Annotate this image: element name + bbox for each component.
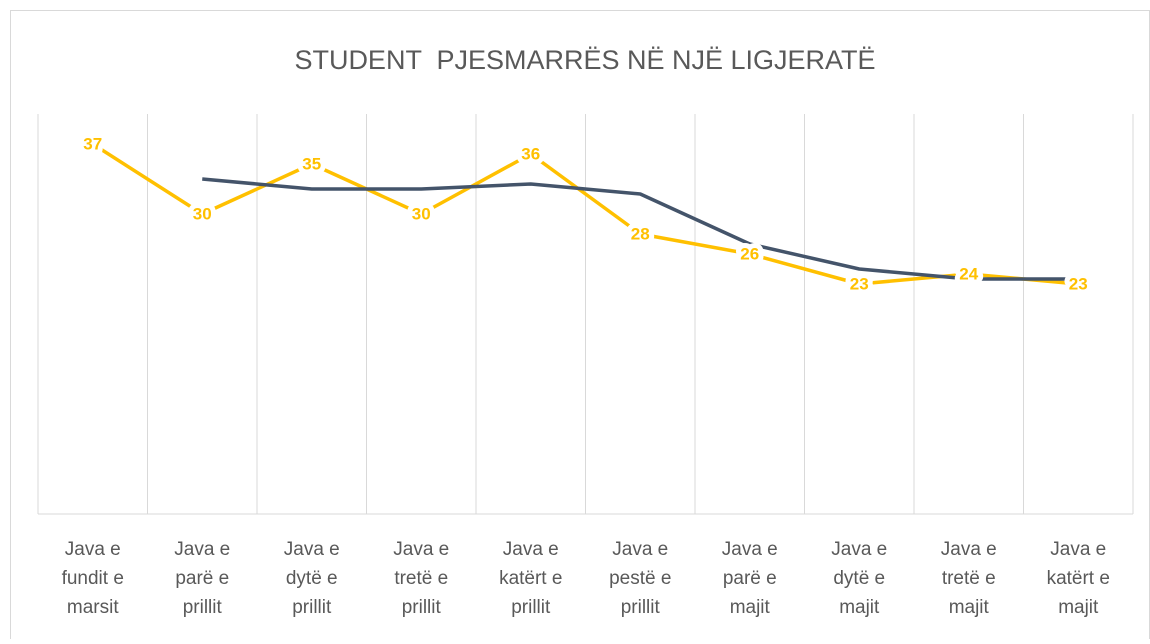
data-label: 26 (740, 244, 759, 263)
line-series (202, 177, 1079, 281)
x-tick-label: Java e katërt e prillit (499, 539, 562, 618)
x-tick-label: Java e tretë e majit (941, 539, 997, 618)
chart-frame (10, 10, 1150, 644)
x-tick-label: Java e dytë e majit (831, 539, 887, 618)
data-label: 23 (1069, 274, 1088, 293)
data-label: 23 (850, 274, 869, 293)
x-tick-label: Java e fundit e marsit (62, 539, 124, 618)
x-tick-label: Java e parë e prillit (174, 539, 230, 618)
data-label: 30 (412, 204, 431, 223)
x-tick-label: Java e pestë e prillit (609, 539, 671, 618)
data-label: 37 (83, 134, 102, 153)
x-tick-label: Java e katërt e majit (1047, 539, 1110, 618)
x-tick-label: Java e parë e majit (722, 539, 778, 618)
data-label: 36 (521, 144, 540, 163)
data-label: 28 (631, 224, 650, 243)
data-label: 35 (302, 154, 321, 173)
x-tick-label: Java e dytë e prillit (284, 539, 340, 618)
data-label: 24 (959, 264, 978, 283)
data-label: 30 (193, 204, 212, 223)
line-series (91, 142, 1079, 286)
x-tick-label: Java e tretë e prillit (393, 539, 449, 618)
chart-title: STUDENT PJESMARRËS NË NJË LIGJERATË (294, 45, 875, 75)
